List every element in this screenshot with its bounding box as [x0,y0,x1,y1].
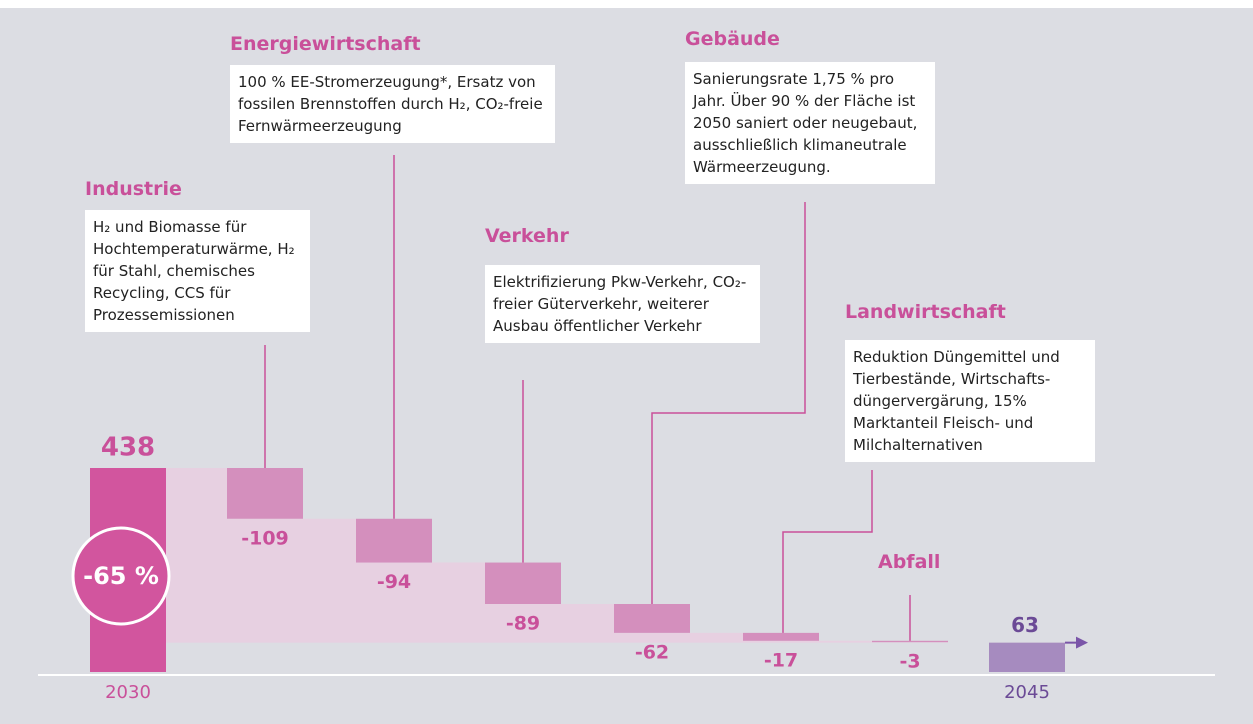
callout-text: Reduktion Düngemittel und Tierbestände, … [845,340,1095,462]
x-tick-label: 2045 [1004,682,1050,703]
callout-title: Verkehr [485,225,569,247]
annotation: -65 % [83,562,159,590]
value-label: -94 [377,571,411,593]
bar [227,468,303,519]
annotation-circle [71,526,171,626]
callout-text: 100 % EE-Stromerzeugung*, Ersatz von fos… [230,65,555,143]
bar [872,640,948,643]
value-label: -62 [635,641,669,663]
arrow-head [1076,636,1088,649]
bar [743,632,819,641]
bar [614,604,690,633]
value-label: -3 [899,651,920,673]
callout-line [651,202,806,604]
value-label: -89 [506,613,540,635]
bar [989,642,1065,672]
value-label: 438 [101,433,155,463]
top-bar [0,0,1253,8]
callout-title: Energiewirtschaft [230,33,421,55]
value-label: 63 [1011,613,1039,637]
callout-title: Gebäude [685,28,780,50]
x-tick-label: 2030 [105,682,151,703]
bar [356,518,432,563]
callout-text: Elektrifizierung Pkw-Verkehr, CO₂-freier… [485,265,760,343]
callout-title: Industrie [85,178,182,200]
callout-text: Sanierungsrate 1,75 % pro Jahr. Über 90 … [685,62,935,184]
callout-title: Abfall [878,551,941,573]
remaining-area [166,468,948,643]
value-label: -109 [241,527,289,549]
callout-line [782,470,873,633]
bar [485,562,561,604]
callout-title: Landwirtschaft [845,301,1006,323]
value-label: -17 [764,649,798,671]
callout-text: H₂ und Biomasse für Hochtemperaturwärme,… [85,210,310,332]
